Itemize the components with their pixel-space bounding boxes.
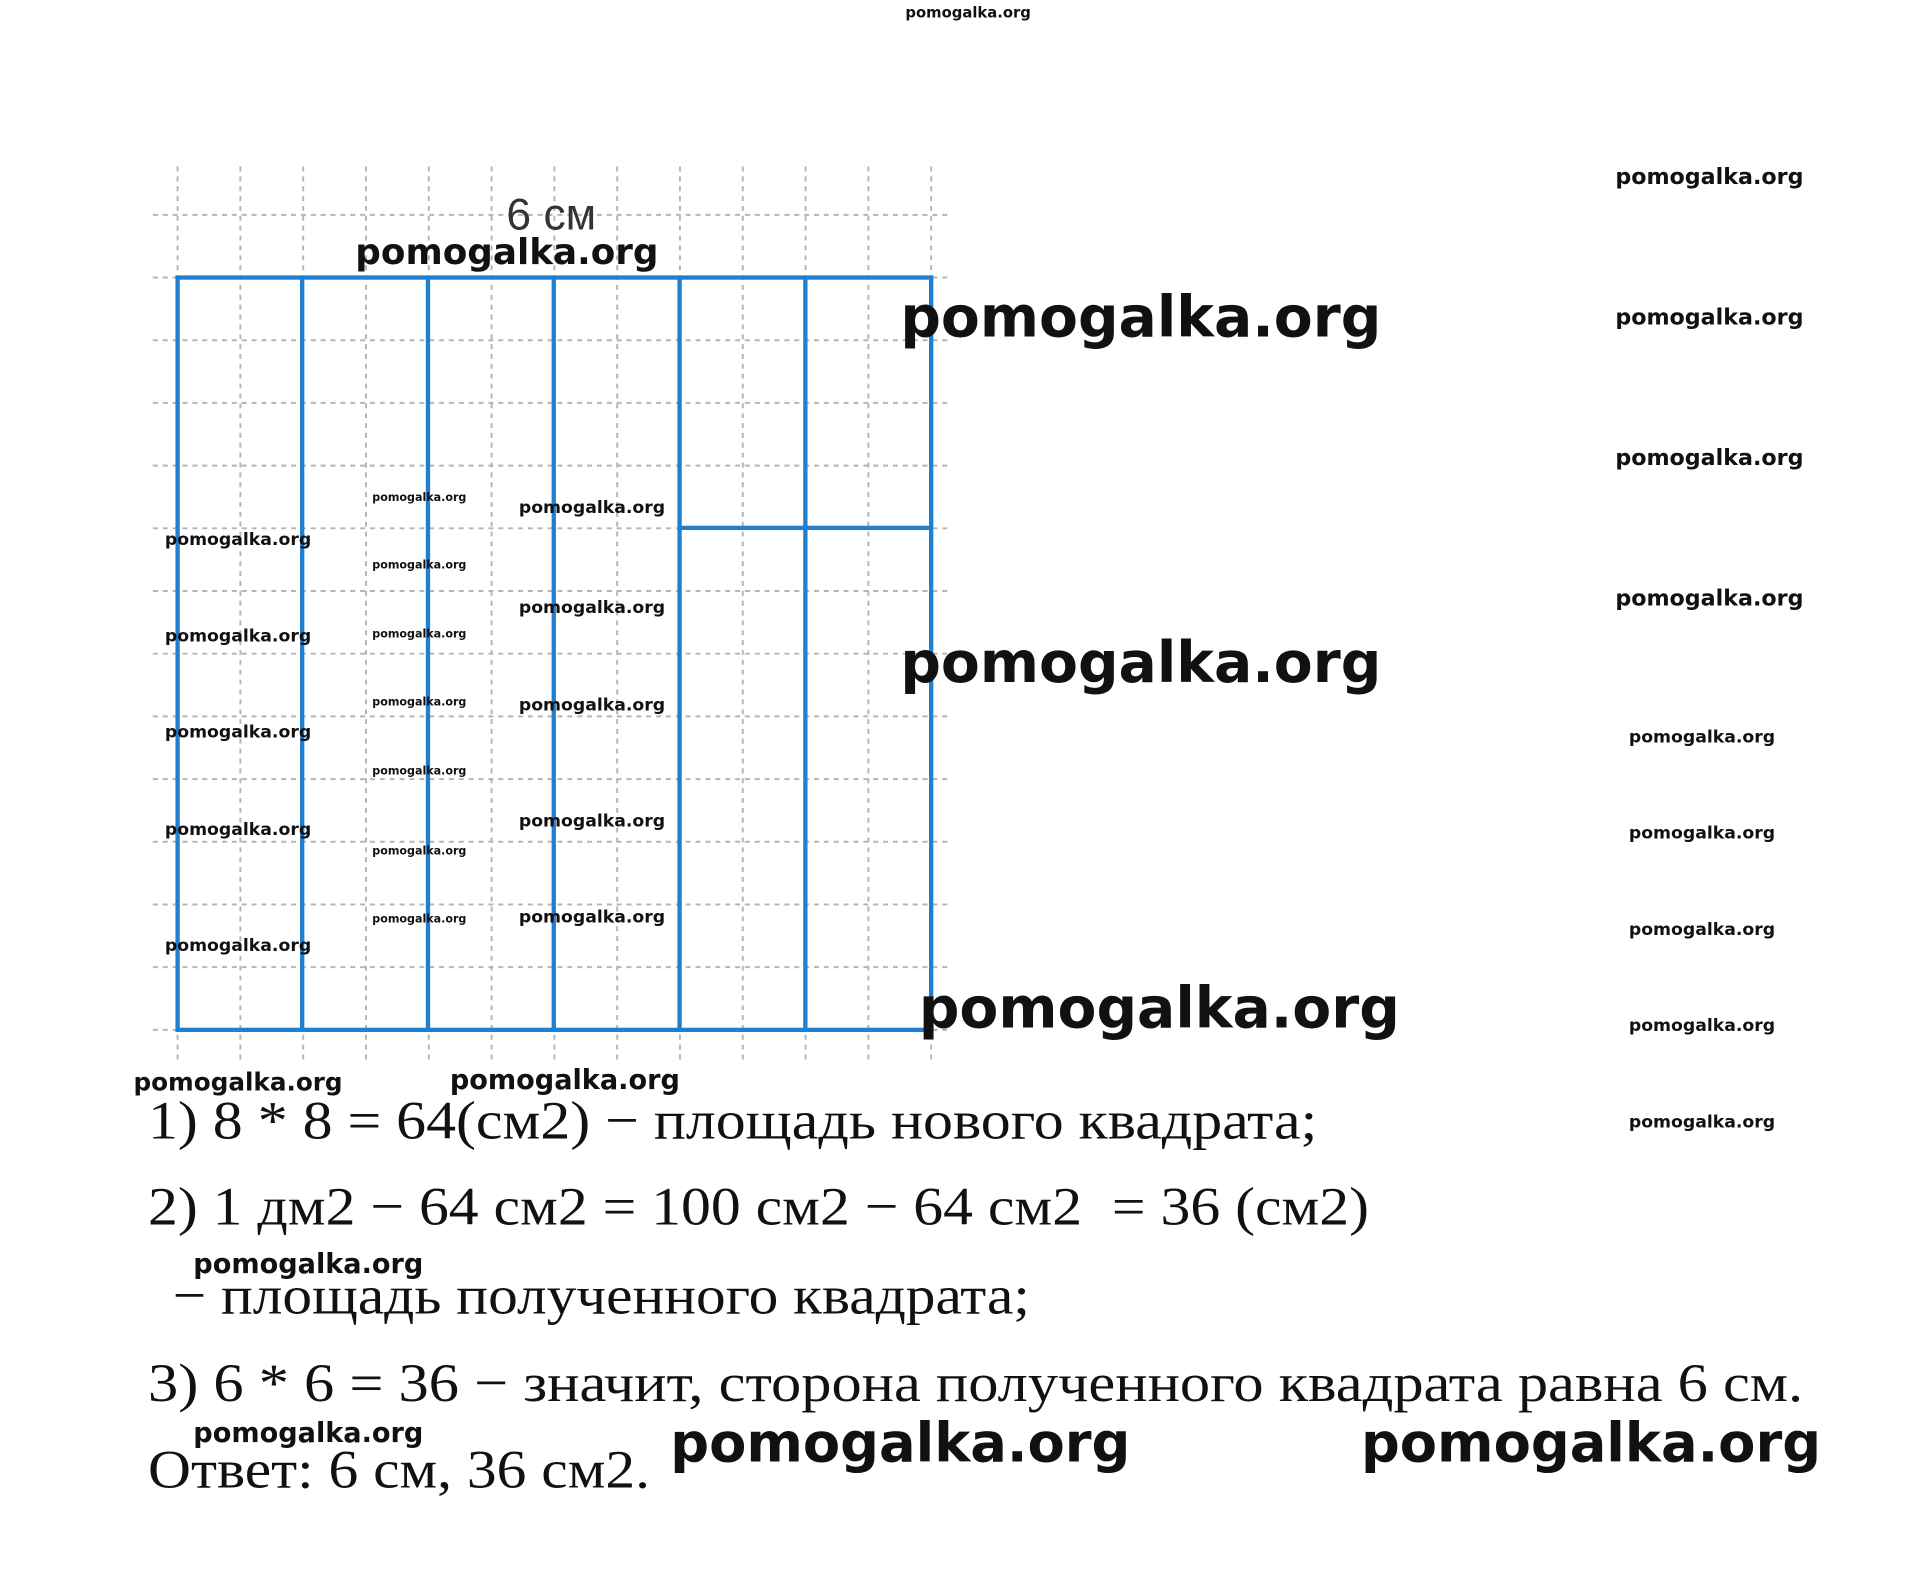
solution-line: Ответ: 6 см, 36 см2. — [148, 1439, 650, 1499]
solution: 1) 8 * 8 = 64(см2) − площадь нового квад… — [148, 1090, 1803, 1499]
watermark: pomogalka.org — [372, 913, 466, 926]
watermark: pomogalka.org — [1615, 304, 1803, 330]
watermark: pomogalka.org — [165, 626, 311, 646]
watermark: pomogalka.org — [1615, 586, 1803, 612]
solution-line: − площадь полученного квадрата; — [158, 1266, 1030, 1326]
watermark: pomogalka.org — [519, 908, 665, 928]
watermark: pomogalka.org — [519, 498, 665, 518]
watermark: pomogalka.org — [193, 1249, 423, 1280]
solution-line: 1) 8 * 8 = 64(см2) − площадь нового квад… — [148, 1090, 1317, 1150]
watermark: pomogalka.org — [1629, 728, 1775, 748]
watermark: pomogalka.org — [519, 695, 665, 715]
figure: 6 см — [175, 190, 934, 1033]
watermark: pomogalka.org — [165, 530, 311, 550]
watermark: pomogalka.org — [1361, 1412, 1821, 1475]
watermark: pomogalka.org — [372, 765, 466, 778]
watermark: pomogalka.org — [905, 4, 1031, 21]
watermark: pomogalka.org — [372, 559, 466, 572]
watermark: pomogalka.org — [372, 628, 466, 641]
watermark: pomogalka.org — [900, 285, 1381, 351]
solution-line: 2) 1 дм2 − 64 см2 = 100 см2 − 64 см2 = 3… — [148, 1177, 1369, 1237]
watermark: pomogalka.org — [165, 723, 311, 743]
solution-line: 3) 6 * 6 = 36 − значит, сторона полученн… — [148, 1353, 1803, 1413]
side-label: 6 см — [506, 190, 596, 239]
watermark: pomogalka.org — [372, 491, 466, 504]
watermark: pomogalka.org — [165, 936, 311, 956]
watermark: pomogalka.org — [1629, 1112, 1775, 1132]
watermark: pomogalka.org — [1615, 445, 1803, 471]
watermarks: pomogalka.org pomogalka.org pomogalka.org p… — [133, 4, 1821, 1474]
watermark: pomogalka.org — [519, 811, 665, 831]
watermark: pomogalka.org — [1629, 824, 1775, 844]
watermark: pomogalka.org — [670, 1412, 1130, 1475]
watermark: pomogalka.org — [519, 598, 665, 618]
watermark: pomogalka.org — [450, 1065, 680, 1096]
watermark: pomogalka.org — [1629, 920, 1775, 940]
watermark: pomogalka.org — [900, 630, 1381, 696]
watermark: pomogalka.org — [372, 845, 466, 858]
watermark: pomogalka.org — [1615, 164, 1803, 190]
watermark: pomogalka.org — [133, 1067, 342, 1096]
watermark: pomogalka.org — [919, 975, 1400, 1041]
watermark: pomogalka.org — [355, 232, 658, 273]
watermark: pomogalka.org — [1629, 1016, 1775, 1036]
watermark: pomogalka.org — [193, 1418, 423, 1449]
watermark: pomogalka.org — [372, 696, 466, 709]
watermark: pomogalka.org — [165, 820, 311, 840]
